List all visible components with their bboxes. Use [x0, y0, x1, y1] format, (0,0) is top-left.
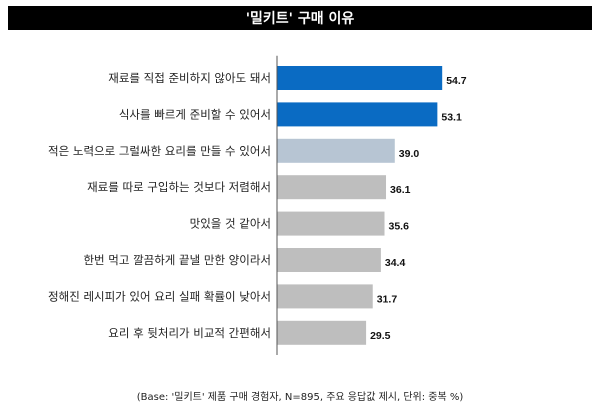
bar-4 — [277, 175, 387, 200]
bar-6 — [277, 248, 381, 272]
value-label-5: 35.6 — [389, 221, 410, 233]
value-label-3: 39.0 — [399, 148, 420, 160]
footnote: (Base: '밀키트' 제품 구매 경험자, N=895, 주요 응답값 제시… — [136, 392, 464, 403]
category-label-5: 맛있을 것 같아서 — [190, 217, 271, 231]
value-label-2: 53.1 — [441, 111, 462, 123]
category-label-1: 재료를 직접 준비하지 않아도 돼서 — [108, 71, 271, 85]
category-label-8: 요리 후 뒷처리가 비교적 간편해서 — [108, 326, 271, 340]
value-label-6: 34.4 — [385, 257, 406, 269]
value-label-4: 36.1 — [390, 184, 411, 196]
chart-title-bar: '밀키트' 구매 이유 — [8, 6, 592, 30]
bar-7 — [277, 284, 373, 309]
value-label-1: 54.7 — [446, 75, 467, 87]
category-label-3: 적은 노력으로 그럴싸한 요리를 만들 수 있어서 — [48, 144, 271, 158]
bar-2 — [277, 102, 438, 127]
value-label-7: 31.7 — [377, 293, 398, 305]
value-label-8: 29.5 — [370, 330, 391, 342]
category-label-4: 재료를 따로 구입하는 것보다 저렴해서 — [87, 180, 271, 194]
category-label-6: 한번 먹고 깔끔하게 끝낼 만한 양이라서 — [83, 253, 271, 267]
category-label-7: 정해진 레시피가 있어 요리 실패 확률이 낮아서 — [48, 289, 271, 303]
bar-3 — [277, 138, 395, 163]
chart-title: '밀키트' 구매 이유 — [245, 11, 355, 27]
bar-8 — [277, 320, 367, 345]
category-label-2: 식사를 빠르게 준비할 수 있어서 — [119, 107, 271, 121]
bar-1 — [277, 66, 443, 90]
bar-5 — [277, 211, 385, 236]
